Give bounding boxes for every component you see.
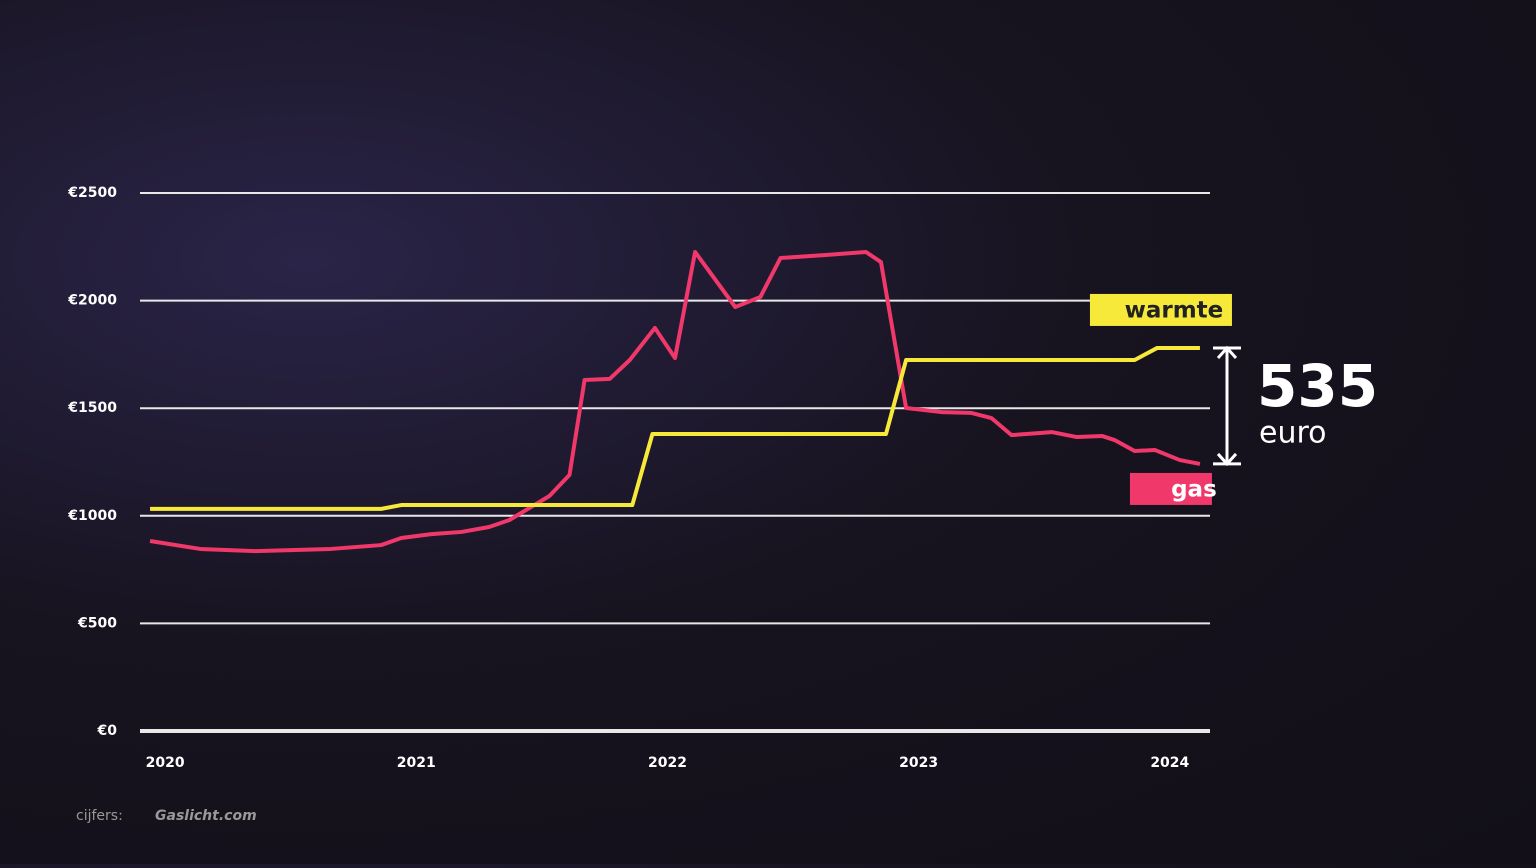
difference-value: 535 <box>1257 352 1378 420</box>
source-name: Gaslicht.com <box>155 808 257 824</box>
line <box>149 249 1201 554</box>
x-tick-label: 2023 <box>899 755 938 771</box>
source-label: cijfers: <box>76 808 123 824</box>
y-tick-label: €2000 <box>67 293 117 309</box>
x-tick-label: 2020 <box>146 755 185 771</box>
x-tick-label: 2024 <box>1150 755 1189 771</box>
y-tick-label: €1000 <box>67 508 117 524</box>
difference-unit: euro <box>1259 415 1327 450</box>
difference-bracket <box>1213 345 1241 467</box>
y-tick-label: €0 <box>97 723 118 739</box>
line <box>150 345 1200 511</box>
y-tick-label: €500 <box>77 615 117 631</box>
series-tag-box <box>1089 293 1232 326</box>
y-tick-label: €2500 <box>67 185 117 201</box>
x-tick-label: 2021 <box>397 755 436 771</box>
series-tag: warmte <box>1125 297 1224 323</box>
y-tick-label: €1500 <box>67 400 117 416</box>
x-tick-label: 2022 <box>648 755 687 771</box>
series-tag: gas <box>1171 476 1217 502</box>
series-tag-box <box>1129 472 1212 505</box>
